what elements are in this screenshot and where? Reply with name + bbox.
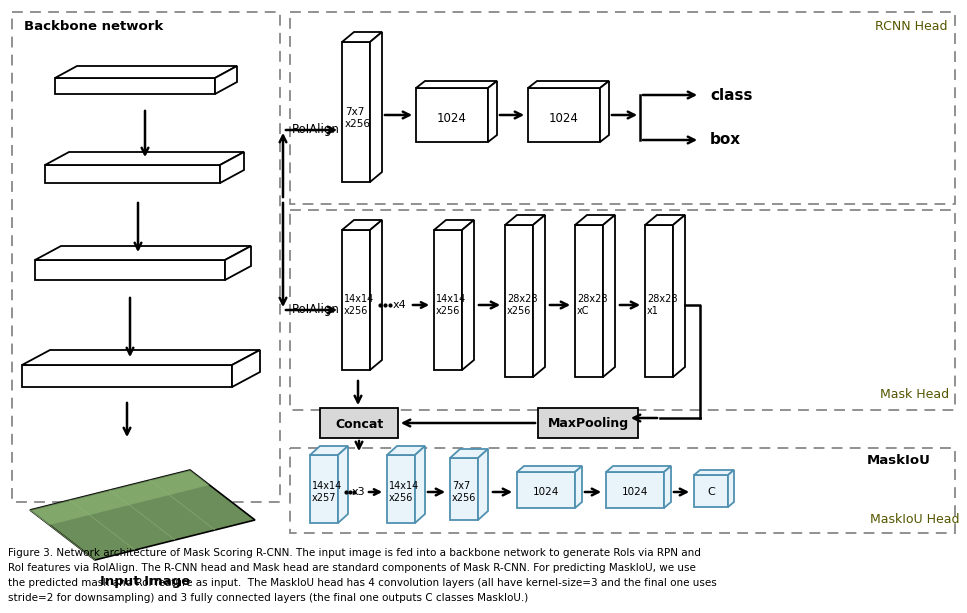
Polygon shape: [342, 42, 370, 182]
Polygon shape: [22, 350, 260, 365]
Bar: [290, 448, 955, 533]
Polygon shape: [673, 215, 685, 377]
Bar: [290, 210, 955, 410]
Polygon shape: [575, 466, 582, 508]
Text: 14x14
x256: 14x14 x256: [344, 294, 374, 316]
Polygon shape: [694, 475, 728, 507]
Polygon shape: [505, 215, 545, 225]
Polygon shape: [517, 472, 575, 508]
Text: 28x28
x1: 28x28 x1: [647, 294, 678, 316]
Polygon shape: [645, 215, 685, 225]
Text: Input Image: Input Image: [100, 575, 190, 588]
Bar: [320, 408, 398, 438]
Text: x4: x4: [394, 300, 407, 310]
Text: Mask Head: Mask Head: [880, 388, 950, 401]
Polygon shape: [517, 466, 582, 472]
Text: class: class: [710, 88, 752, 102]
Text: 1024: 1024: [549, 112, 579, 124]
Polygon shape: [22, 365, 232, 387]
Text: RoIAlign: RoIAlign: [292, 303, 339, 316]
Text: 14x14
x256: 14x14 x256: [436, 294, 466, 316]
Polygon shape: [310, 446, 348, 455]
Text: 14x14
x257: 14x14 x257: [312, 481, 342, 503]
Polygon shape: [416, 88, 488, 142]
Polygon shape: [434, 220, 474, 230]
Polygon shape: [387, 446, 425, 455]
Text: C: C: [707, 487, 715, 497]
Bar: [538, 408, 638, 438]
Polygon shape: [370, 32, 382, 182]
Polygon shape: [232, 350, 260, 387]
Polygon shape: [342, 230, 370, 370]
Text: 28x28
xC: 28x28 xC: [577, 294, 607, 316]
Polygon shape: [575, 215, 615, 225]
Polygon shape: [606, 466, 671, 472]
Bar: [12, 12, 280, 502]
Polygon shape: [310, 455, 338, 523]
Text: Figure 3. Network architecture of Mask Scoring R-CNN. The input image is fed int: Figure 3. Network architecture of Mask S…: [8, 548, 701, 558]
Polygon shape: [342, 32, 382, 42]
Polygon shape: [528, 88, 600, 142]
Polygon shape: [600, 81, 609, 142]
Polygon shape: [416, 81, 497, 88]
Polygon shape: [370, 220, 382, 370]
Text: stride=2 for downsampling) and 3 fully connected layers (the final one outputs C: stride=2 for downsampling) and 3 fully c…: [8, 593, 528, 603]
Polygon shape: [338, 446, 348, 523]
Text: MaskIoU: MaskIoU: [867, 454, 931, 467]
Polygon shape: [645, 225, 673, 377]
Text: RCNN Head: RCNN Head: [875, 20, 948, 33]
Polygon shape: [45, 152, 244, 165]
Text: Backbone network: Backbone network: [24, 20, 163, 33]
Polygon shape: [342, 220, 382, 230]
Text: x3: x3: [351, 487, 365, 497]
Polygon shape: [462, 220, 474, 370]
Text: 1024: 1024: [622, 487, 648, 497]
Text: MaskIoU Head: MaskIoU Head: [870, 513, 959, 526]
Bar: [290, 12, 955, 204]
Polygon shape: [220, 152, 244, 183]
Polygon shape: [387, 455, 415, 523]
Polygon shape: [215, 66, 237, 94]
Text: Concat: Concat: [335, 417, 383, 430]
Polygon shape: [45, 165, 220, 183]
Polygon shape: [35, 246, 251, 260]
Text: 14x14
x256: 14x14 x256: [389, 481, 420, 503]
Polygon shape: [606, 472, 664, 508]
Polygon shape: [533, 215, 545, 377]
Polygon shape: [55, 78, 215, 94]
Polygon shape: [505, 225, 533, 377]
Text: 1024: 1024: [437, 112, 467, 124]
Polygon shape: [694, 470, 734, 475]
Polygon shape: [35, 260, 225, 280]
Polygon shape: [450, 458, 478, 520]
Polygon shape: [664, 466, 671, 508]
Polygon shape: [30, 470, 255, 560]
Text: 28x28
x256: 28x28 x256: [507, 294, 538, 316]
Polygon shape: [728, 470, 734, 507]
Text: box: box: [710, 132, 741, 148]
Polygon shape: [528, 81, 609, 88]
Text: 7x7
x256: 7x7 x256: [452, 481, 477, 503]
Text: 1024: 1024: [533, 487, 559, 497]
Text: the predicted mask and RoI feature as input.  The MaskIoU head has 4 convolution: the predicted mask and RoI feature as in…: [8, 578, 717, 588]
Polygon shape: [415, 446, 425, 523]
Polygon shape: [55, 66, 237, 78]
Polygon shape: [603, 215, 615, 377]
Polygon shape: [225, 246, 251, 280]
Text: 7x7
x256: 7x7 x256: [345, 107, 371, 129]
Text: RoI features via RoIAlign. The R-CNN head and Mask head are standard components : RoI features via RoIAlign. The R-CNN hea…: [8, 563, 696, 573]
Text: MaxPooling: MaxPooling: [547, 417, 629, 430]
Polygon shape: [488, 81, 497, 142]
Polygon shape: [30, 470, 210, 525]
Polygon shape: [434, 230, 462, 370]
Polygon shape: [575, 225, 603, 377]
Text: RoIAlign: RoIAlign: [292, 123, 339, 137]
Polygon shape: [450, 449, 488, 458]
Polygon shape: [478, 449, 488, 520]
